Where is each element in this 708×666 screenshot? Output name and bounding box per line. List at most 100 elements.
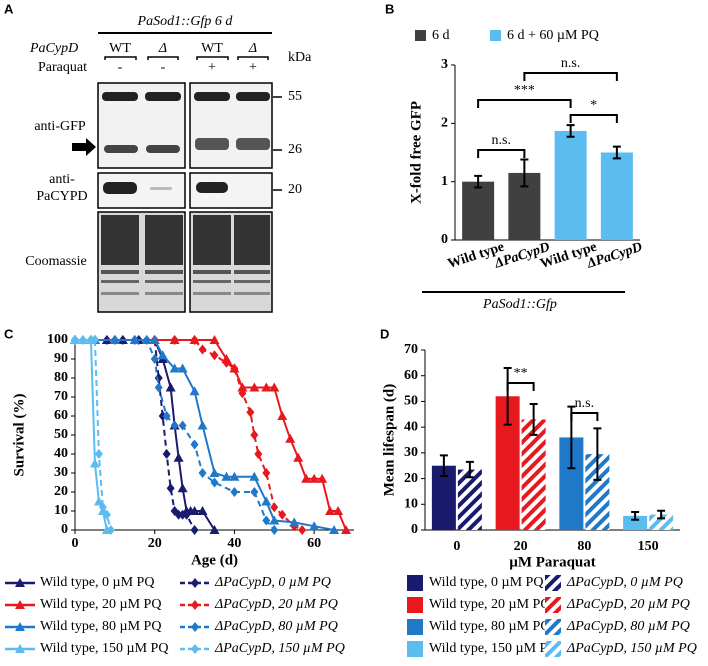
marker [277, 411, 288, 420]
marker [191, 578, 199, 588]
marker [278, 509, 287, 520]
y-tick-label: 0 [61, 522, 68, 537]
y-tick-label: 10 [54, 503, 68, 518]
survival-line [75, 339, 335, 531]
marker [189, 386, 200, 396]
significance-bracket [477, 149, 526, 158]
legend-label: 6 d [432, 28, 450, 43]
marker [150, 354, 159, 364]
legend-swatch [407, 619, 423, 635]
marker [341, 525, 352, 534]
marker [15, 578, 25, 587]
marker [94, 449, 103, 459]
error-bar [465, 460, 474, 479]
legend-label: 6 d + 60 µM PQ [507, 28, 599, 43]
y-axis-label: Mean lifespan (d) [381, 384, 397, 497]
marker-unit: kDa [288, 50, 312, 65]
bar [457, 469, 482, 530]
lane-label: WT [201, 41, 223, 56]
marker [250, 430, 259, 440]
y-tick-label: 70 [54, 389, 68, 404]
marker [170, 420, 179, 431]
antibody: Coomassie [25, 254, 86, 269]
marker [246, 407, 255, 418]
y-tick-label: 100 [47, 332, 68, 347]
x-tick-label: 0 [72, 536, 79, 551]
legend-swatch [415, 30, 426, 41]
marker [182, 509, 191, 520]
y-tick-label: 1 [441, 174, 448, 189]
marker [197, 506, 208, 515]
marker [229, 471, 240, 481]
y-axis-label: Survival (%) [11, 394, 27, 477]
treatment-label: Paraquat [38, 60, 87, 75]
legend-label: Wild type, 80 µM PQ [429, 619, 550, 634]
error-bar [520, 158, 529, 188]
marker [210, 350, 219, 361]
panel-label: D [380, 326, 389, 341]
marker [157, 350, 168, 360]
legend-label: Wild type, 0 µM PQ [429, 575, 543, 590]
error-bar [612, 145, 621, 160]
marker [209, 335, 220, 344]
marker [191, 600, 199, 610]
y-tick-label: 3 [441, 57, 448, 72]
marker [93, 496, 104, 506]
legend-label: ΔPaCypD, 20 µM PQ [214, 597, 338, 612]
legend-label: ΔPaCypD, 150 µM PQ [214, 641, 345, 656]
error-bar [631, 511, 640, 521]
error-bar [657, 509, 666, 520]
marker [197, 420, 208, 430]
marker [142, 335, 151, 345]
marker [177, 483, 188, 493]
bar [649, 514, 674, 530]
legend-swatch [407, 597, 423, 613]
significance-label: ** [514, 366, 528, 381]
treatment: - [161, 60, 166, 75]
marker [162, 411, 171, 421]
significance-bracket [569, 114, 618, 123]
x-axis-label: µM Paraquat [509, 554, 596, 570]
marker [301, 473, 312, 483]
panel-label: B [385, 1, 394, 16]
marker [190, 335, 199, 345]
marker [190, 525, 199, 535]
marker [222, 357, 231, 368]
legend-label: Wild type, 150 µM PQ [429, 641, 557, 656]
marker [15, 644, 25, 653]
marker [130, 335, 139, 345]
error-bar [566, 124, 575, 138]
legend-swatch [407, 641, 423, 657]
antibody: anti-GFP [34, 119, 86, 134]
marker [285, 433, 296, 443]
marker [298, 525, 307, 535]
legend-swatch [545, 597, 561, 613]
survival-line [75, 339, 112, 531]
x-tick-label: 20 [148, 536, 162, 551]
marker [262, 515, 271, 526]
significance-bracket [570, 412, 599, 421]
legend-swatch [545, 641, 561, 657]
marker [154, 373, 163, 383]
marker [166, 483, 175, 494]
marker [261, 382, 272, 392]
x-tick-label: 150 [638, 539, 659, 554]
marker [154, 382, 163, 393]
y-tick-label: 70 [404, 342, 418, 357]
marker [249, 382, 260, 392]
error-bar [529, 403, 538, 436]
legend-label: Wild type, 0 µM PQ [40, 575, 154, 590]
y-tick-label: 2 [441, 116, 448, 131]
marker [293, 452, 304, 462]
x-tick-label: 60 [307, 536, 321, 551]
marker [262, 468, 271, 478]
significance-label: n.s. [575, 396, 594, 411]
legend-label: Wild type, 20 µM PQ [429, 597, 550, 612]
bar [600, 152, 633, 240]
marker [71, 335, 79, 345]
legend-label: ΔPaCypD, 20 µM PQ [566, 597, 690, 612]
x-tick-label: 20 [514, 539, 528, 554]
marker [78, 335, 87, 345]
marker [102, 509, 111, 520]
